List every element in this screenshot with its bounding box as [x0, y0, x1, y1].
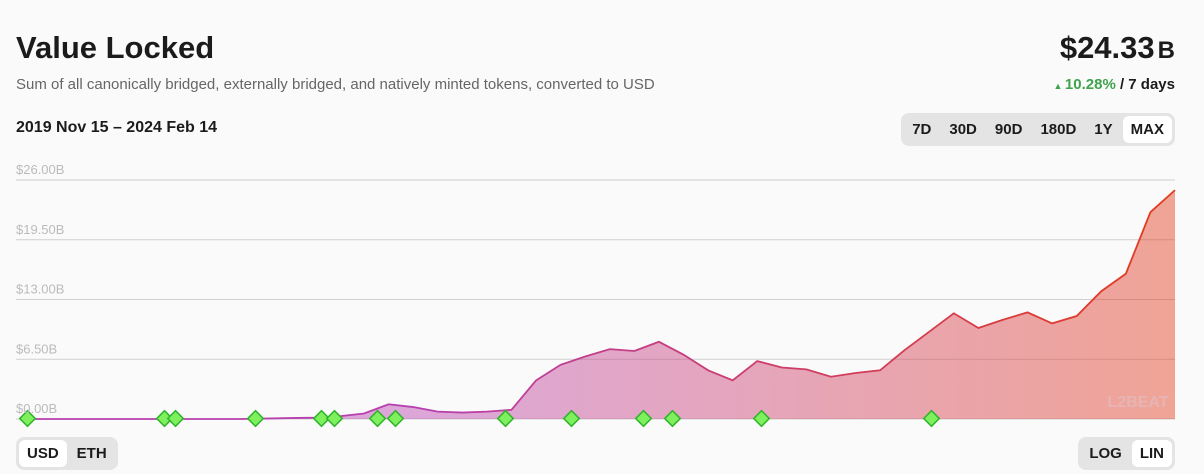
total-value: $24.33 B	[1060, 30, 1175, 66]
button[interactable]: USD	[19, 440, 67, 467]
watermark: L2BEAT	[1107, 394, 1168, 411]
period: / 7 days	[1119, 76, 1175, 93]
button[interactable]: MAX	[1122, 116, 1172, 143]
button[interactable]: 90D	[994, 121, 1023, 138]
y-tick-label: $13.00B	[16, 282, 64, 297]
button[interactable]: 1Y	[1094, 121, 1113, 138]
title: Value Locked	[16, 30, 215, 65]
button[interactable]: LOG	[1089, 445, 1122, 462]
date-range: 2019 Nov 15 – 2024 Feb 14	[16, 119, 218, 136]
value-unit: B	[1157, 37, 1175, 64]
button[interactable]: 30D	[949, 121, 977, 138]
up-icon: ▲	[1053, 81, 1065, 91]
button[interactable]: 180D	[1040, 121, 1077, 138]
y-tick-label: $0.00B	[16, 401, 57, 416]
y-tick-label: $26.00B	[16, 162, 64, 177]
button[interactable]: 7D	[912, 121, 932, 138]
y-tick-label: $19.50B	[16, 222, 64, 237]
currency-buttons: USD ETH	[16, 437, 118, 470]
button[interactable]: LIN	[1131, 440, 1172, 467]
time-range-buttons: 7D 30D 90D 180D 1Y MAX	[901, 113, 1175, 146]
subtitle: Sum of all canonically bridged, external…	[16, 76, 655, 93]
y-tick-label: $6.50B	[16, 341, 57, 356]
value: $24.33	[1059, 30, 1155, 65]
milestones	[18, 409, 941, 428]
area	[20, 190, 1175, 419]
change-value: 10.28%	[1064, 76, 1116, 93]
scale-buttons: LOG LIN	[1078, 437, 1175, 470]
button[interactable]: ETH	[76, 445, 107, 462]
change: ▲ 10.28% / 7 days	[1053, 76, 1175, 93]
line	[20, 189, 1176, 420]
